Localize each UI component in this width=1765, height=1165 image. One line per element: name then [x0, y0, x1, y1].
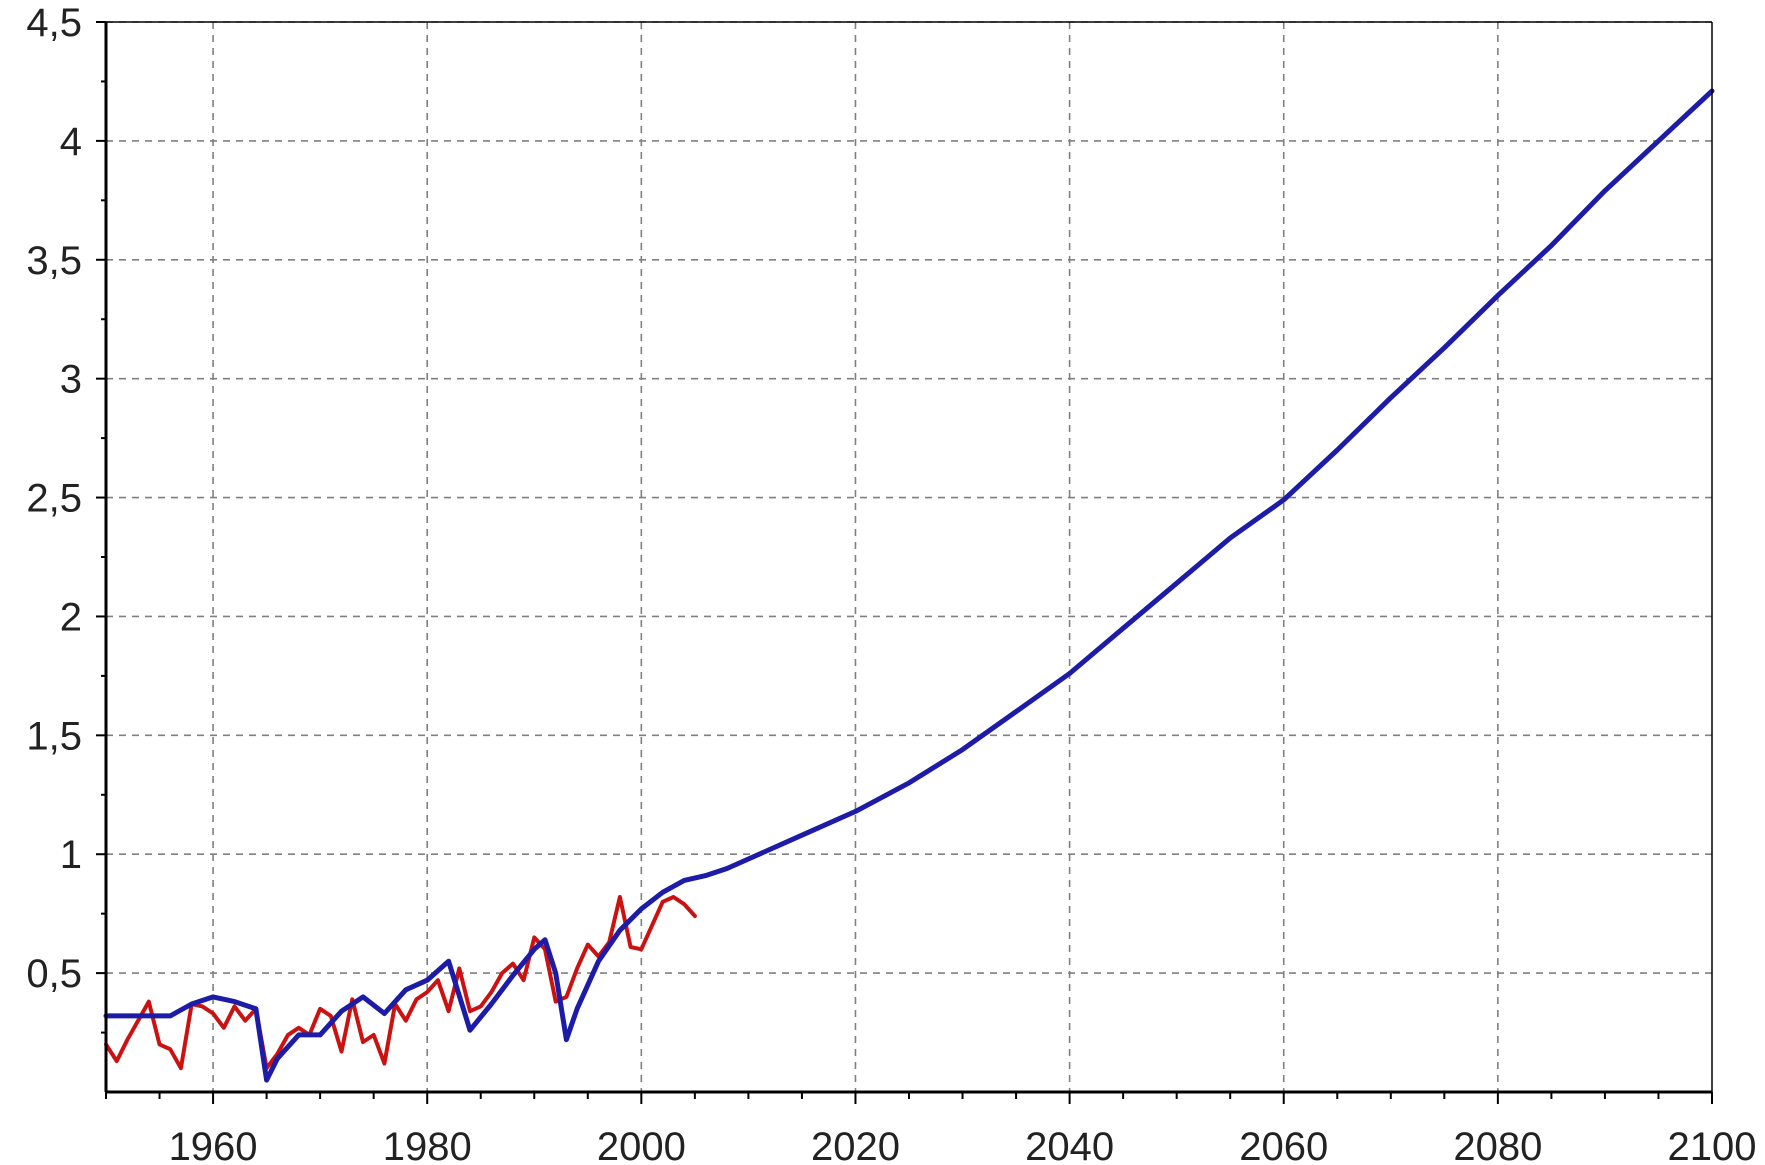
- y-tick-label: 1: [60, 833, 82, 877]
- x-tick-label: 2040: [1025, 1125, 1114, 1165]
- y-tick-label: 2,5: [26, 477, 82, 521]
- x-tick-label: 2100: [1668, 1125, 1757, 1165]
- y-tick-label: 3: [60, 358, 82, 402]
- x-tick-label: 2080: [1453, 1125, 1542, 1165]
- series-line-1: [104, 895, 697, 1071]
- y-tick-label: 4,5: [26, 1, 82, 45]
- series-line-2: [103, 88, 1715, 1083]
- x-tick-label: 2020: [811, 1125, 900, 1165]
- x-tick-label: 1980: [383, 1125, 472, 1165]
- y-tick-label: 4: [60, 120, 82, 164]
- y-tick-label: 2: [60, 595, 82, 639]
- series-layer: [103, 88, 1715, 1083]
- x-tick-labels: 1960 1980 2000 2020 2040 2060 2080 2100: [169, 1125, 1757, 1165]
- x-tick-label: 2060: [1239, 1125, 1328, 1165]
- x-tick-label: 1960: [169, 1125, 258, 1165]
- axes: [96, 21, 1713, 1104]
- y-tick-label: 1,5: [26, 714, 82, 758]
- grid: [106, 21, 1712, 1092]
- y-tick-label: 3,5: [26, 239, 82, 283]
- y-tick-labels: 0,5 1 1,5 2 2,5 3 3,5 4 4,5: [26, 1, 82, 996]
- y-tick-label: 0,5: [26, 952, 82, 996]
- x-tick-label: 2000: [597, 1125, 686, 1165]
